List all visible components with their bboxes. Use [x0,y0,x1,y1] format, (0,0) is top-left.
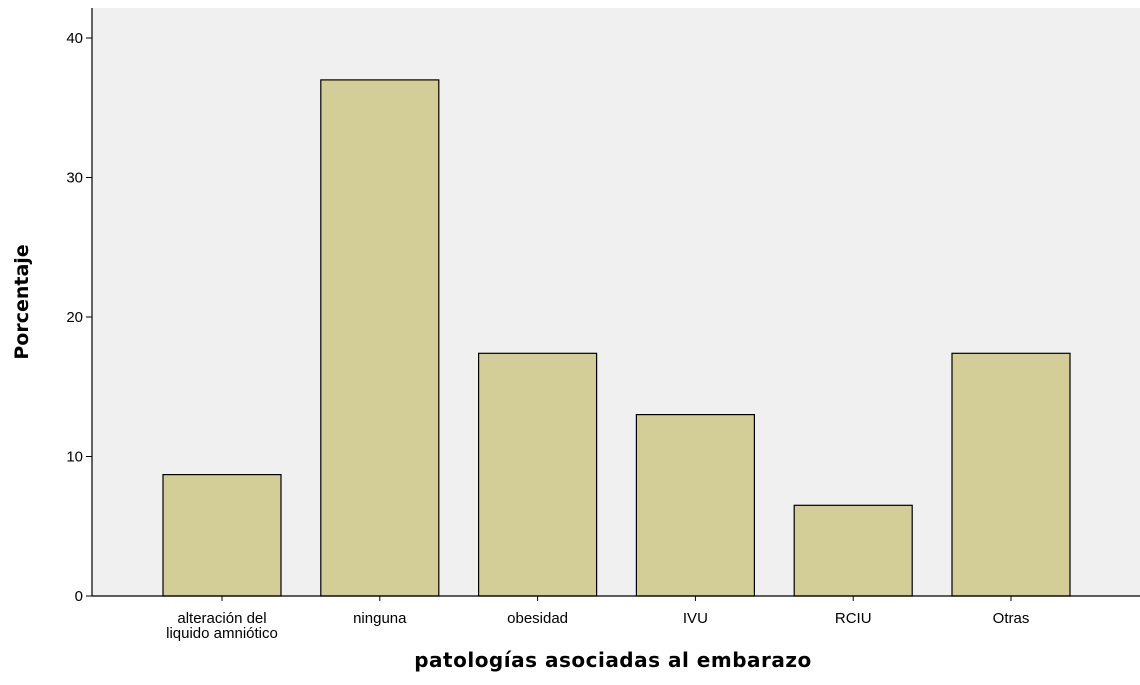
x-tick-label: obesidad [507,610,568,627]
x-tick-label: liquido amniótico [166,625,278,642]
bars-group [162,79,1071,597]
y-tick-label: 20 [66,309,83,326]
x-tick-label: RCIU [835,610,872,627]
x-tick-label: ninguna [353,610,407,627]
bar [478,352,598,597]
bar [635,414,756,597]
y-tick-label: 10 [66,449,83,466]
y-ticks-group: 0 10 20 30 40 [66,30,1012,605]
x-tick-label: IVU [683,610,708,627]
bar [793,504,913,597]
bar [951,352,1071,597]
y-tick-label: 30 [66,170,83,187]
bar [162,474,282,597]
y-tick-label: 0 [75,588,83,605]
y-axis-title: Porcentaje [11,244,33,359]
y-tick-label: 40 [66,30,83,47]
x-axis-title: patologías asociadas al embarazo [414,648,812,672]
bar [320,79,440,597]
x-tick-label: Otras [993,610,1030,627]
x-tick-label: alteración del [177,610,266,627]
